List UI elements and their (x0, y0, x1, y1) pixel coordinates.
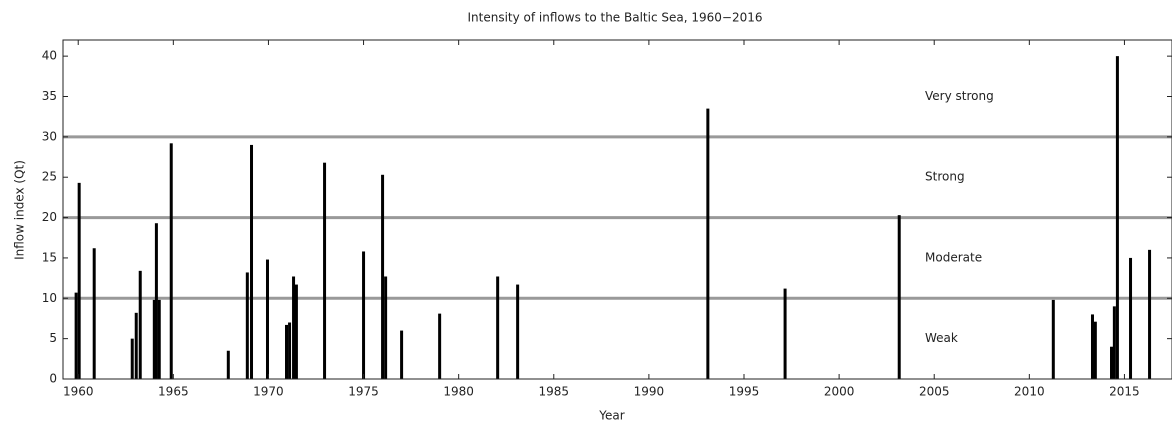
x-tick-label: 1995 (729, 385, 760, 399)
plot-frame (62, 39, 1172, 380)
bar (154, 223, 158, 379)
bar (1110, 346, 1114, 379)
x-tick-label: 2005 (919, 385, 950, 399)
bar (1115, 56, 1119, 380)
x-tick-label: 1965 (158, 385, 189, 399)
bar (152, 299, 156, 379)
x-tick-label: 1960 (63, 385, 94, 399)
bar (1051, 299, 1055, 379)
chart-title: Intensity of inflows to the Baltic Sea, … (467, 11, 762, 25)
bar (288, 322, 292, 379)
x-tick-label: 1990 (634, 385, 665, 399)
bar (1148, 249, 1152, 379)
x-tick-label: 1980 (443, 385, 474, 399)
zone-label: Strong (925, 170, 965, 184)
y-tick-label: 20 (42, 210, 57, 224)
bar (130, 338, 134, 379)
x-axis-label: Year (598, 409, 624, 423)
bar (897, 215, 901, 379)
y-tick-label: 35 (42, 89, 57, 103)
bar (1093, 321, 1097, 379)
y-tick-label: 5 (49, 331, 57, 345)
bar (74, 292, 78, 379)
bar (323, 162, 327, 379)
bar (294, 284, 298, 379)
bar (265, 259, 269, 379)
bar (400, 330, 404, 379)
y-tick-label: 40 (42, 49, 57, 63)
y-tick-label: 15 (42, 250, 57, 264)
y-axis-label: Inflow index (Qt) (13, 160, 27, 260)
bar (1090, 314, 1094, 379)
y-tick-label: 0 (49, 372, 57, 386)
bar (138, 270, 142, 379)
bar (783, 288, 787, 379)
bar (285, 324, 289, 379)
bar (169, 143, 173, 379)
bar (134, 312, 138, 379)
y-tick-label: 10 (42, 291, 57, 305)
zone-label: Weak (925, 331, 958, 345)
bar (384, 276, 388, 379)
bar (157, 299, 161, 379)
x-tick-label: 2000 (824, 385, 855, 399)
bar (496, 276, 500, 379)
x-tick-label: 2010 (1014, 385, 1045, 399)
bar (92, 248, 96, 379)
bar (706, 108, 710, 379)
bar (245, 272, 249, 379)
bar (1112, 306, 1116, 379)
bar (362, 251, 366, 379)
y-tick-label: 25 (42, 170, 57, 184)
bar (438, 313, 442, 379)
bar (292, 276, 296, 379)
bar (381, 174, 385, 379)
x-tick-label: 1970 (253, 385, 284, 399)
bar (226, 350, 230, 379)
x-tick-label: 1985 (539, 385, 570, 399)
bar (516, 284, 520, 379)
zone-label: Very strong (925, 89, 994, 103)
bar (250, 144, 254, 379)
x-tick-label: 2015 (1109, 385, 1140, 399)
x-tick-label: 1975 (348, 385, 379, 399)
bar (77, 182, 81, 379)
zone-label: Moderate (925, 250, 982, 264)
y-tick-label: 30 (42, 129, 57, 143)
bar (1129, 257, 1133, 379)
